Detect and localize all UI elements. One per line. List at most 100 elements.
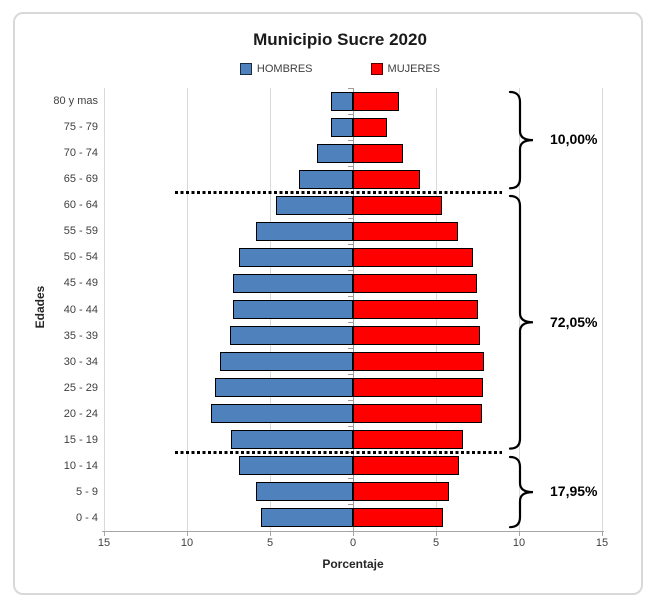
x-axis-tick [518,531,520,536]
x-axis-tick [435,531,437,536]
bar-mujeres [353,378,484,398]
x-tick-label: 5 [266,537,274,549]
y-axis-label: 40 - 44 [63,303,98,316]
center-axis-row-tick [348,348,353,350]
y-axis-label: 30 - 34 [63,355,98,368]
x-tick-label: 0 [349,537,357,549]
group-percentage-label: 72,05% [550,313,598,330]
legend-label-hombres: HOMBRES [256,63,313,75]
y-axis-label: 60 - 64 [63,199,98,212]
bar-mujeres [353,221,459,241]
y-axis-label: 45 - 49 [63,277,98,290]
bar-hombres [220,352,353,372]
bar-mujeres [353,456,460,476]
center-axis-row-tick [348,139,353,141]
bar-mujeres [353,91,400,111]
legend-item-hombres: HOMBRES [239,63,313,75]
x-tick-label: 10 [512,537,526,549]
bar-mujeres [353,352,485,372]
y-axis-label: 75 - 79 [63,121,98,134]
bar-hombres [331,91,353,111]
bar-hombres [239,456,353,476]
bar-mujeres [353,143,403,163]
center-axis-row-tick [348,269,353,271]
center-axis-row-tick [348,295,353,297]
y-axis-label: 55 - 59 [63,225,98,238]
group-percentage-label: 17,95% [550,482,598,499]
bar-hombres [255,482,353,502]
bar-hombres [275,195,353,215]
x-axis-tick [352,531,354,536]
group-brace [508,195,534,450]
y-axis-label: 80 y mas [53,95,98,108]
bar-hombres [211,404,353,424]
x-axis-tick [601,531,603,536]
chart-title: Municipio Sucre 2020 [253,30,427,49]
group-brace [508,90,534,190]
bar-hombres [255,221,353,241]
legend-marker-hombres-icon [239,63,252,75]
x-tick-label: 15 [97,537,111,549]
bar-mujeres [353,404,483,424]
y-axis-label: 65 - 69 [63,173,98,186]
y-axis-label: 35 - 39 [63,329,98,342]
bar-hombres [232,300,353,319]
group-brace [508,455,534,529]
legend-label-mujeres: MUJERES [387,63,441,75]
center-axis-row-tick [348,217,353,219]
y-axis-label: 5 - 9 [75,485,98,498]
dotted-separator [175,451,502,455]
bar-hombres [230,326,353,346]
gridline [601,88,603,531]
center-axis-row-tick [348,87,353,89]
y-axis-label: 20 - 24 [63,407,98,420]
center-axis-row-tick [348,478,353,480]
center-axis-row-tick [348,374,353,376]
x-tick-label: 5 [432,537,440,549]
x-axis-tick [269,531,271,536]
bar-mujeres [353,482,450,502]
y-axis-label: 50 - 54 [63,251,98,264]
bar-hombres [232,273,353,293]
bar-hombres [230,430,353,450]
legend-marker-mujeres-icon [370,63,383,75]
bar-mujeres [353,326,480,346]
x-tick-label: 10 [180,537,194,549]
bar-mujeres [353,247,474,267]
bar-mujeres [353,169,421,189]
bar-mujeres [353,508,443,528]
x-axis-tick [103,531,105,536]
bar-hombres [215,378,353,398]
legend-item-mujeres: MUJERES [370,63,441,75]
bar-mujeres [353,430,464,450]
y-axis-label: 25 - 29 [63,381,98,394]
dotted-separator [175,190,502,194]
legend: HOMBRES MUJERES [12,63,656,75]
x-axis-tick [186,531,188,536]
x-axis-line [102,531,604,532]
group-percentage-label: 10,00% [550,131,598,148]
bar-hombres [239,247,353,267]
x-tick-label: 15 [595,537,609,549]
center-axis-row-tick [348,504,353,506]
bar-mujeres [353,195,442,215]
bar-mujeres [353,300,478,319]
center-axis-row-tick [348,113,353,115]
y-axis-label: 15 - 19 [63,433,98,446]
chart-border-frame [13,12,643,595]
center-axis-row-tick [348,400,353,402]
center-axis-row-tick [348,165,353,167]
gridline [103,88,105,531]
bar-mujeres [353,117,388,137]
y-axis-label: 70 - 74 [63,147,98,160]
x-axis-title: Porcentaje [322,557,384,571]
center-axis-row-tick [348,322,353,324]
bar-hombres [330,117,353,137]
bar-mujeres [353,273,477,293]
gridline [186,88,188,531]
y-axis-label: 0 - 4 [75,511,98,524]
bar-hombres [317,143,353,163]
